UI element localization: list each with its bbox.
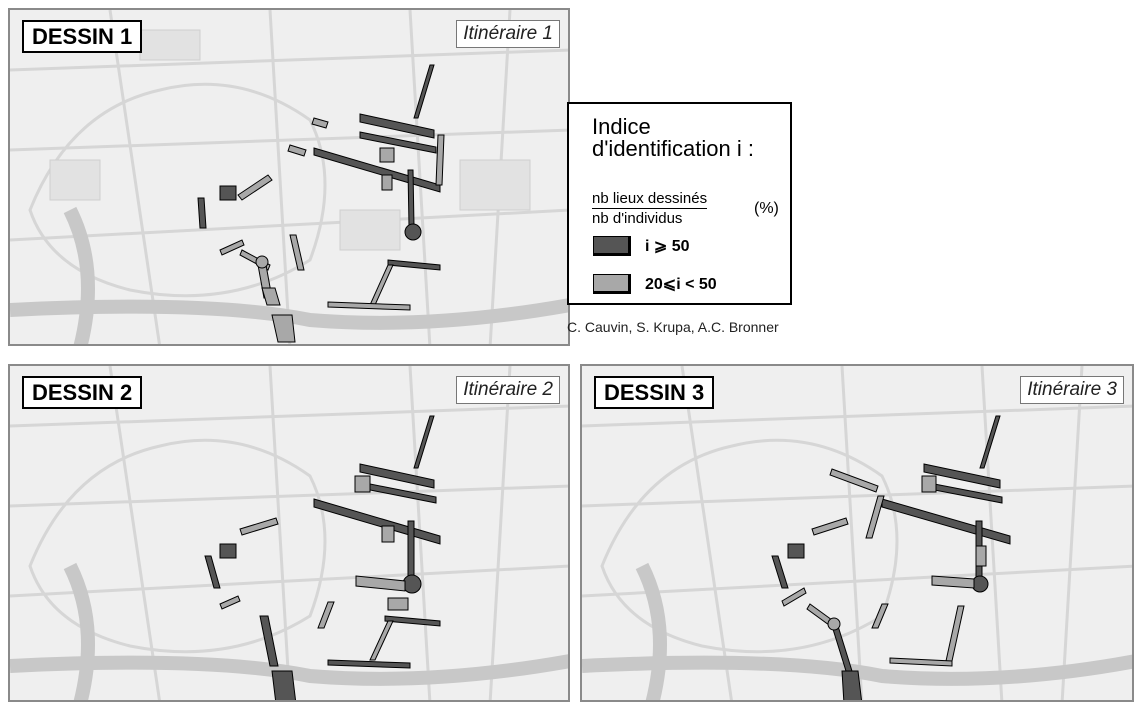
segment-high xyxy=(413,415,435,469)
segment-medium xyxy=(829,468,879,493)
legend-unit: (%) xyxy=(754,200,779,217)
legend-label-medium: 20⩽i < 50 xyxy=(645,276,717,293)
segment-medium xyxy=(255,255,269,269)
segment-high xyxy=(327,659,411,669)
segment-medium xyxy=(975,545,987,567)
segment-high xyxy=(407,520,415,579)
segment-high xyxy=(313,498,441,545)
route-overlay-3 xyxy=(771,415,1011,700)
segment-medium xyxy=(381,525,395,543)
legend-fraction: nb lieux dessinés nb d'individus xyxy=(592,190,708,227)
segment-medium xyxy=(239,517,279,536)
legend-swatch-medium xyxy=(593,274,631,294)
route-overlay-1 xyxy=(197,64,445,343)
segment-medium xyxy=(271,314,296,343)
segment-medium xyxy=(889,657,953,667)
route-label: Itinéraire 2 xyxy=(456,376,560,404)
segment-medium xyxy=(369,620,394,661)
segment-high xyxy=(413,64,435,119)
route-overlay-2 xyxy=(204,415,441,700)
segment-high xyxy=(771,555,789,589)
segment-medium xyxy=(387,597,409,611)
segment-high xyxy=(219,543,237,559)
segment-high xyxy=(359,113,435,139)
segment-high xyxy=(359,463,435,489)
map-panel-1: DESSIN 1 Itinéraire 1 xyxy=(8,8,570,346)
segment-medium xyxy=(287,144,307,157)
segment-high xyxy=(923,463,1001,489)
panel-title: DESSIN 2 xyxy=(22,376,143,409)
segment-high xyxy=(259,615,279,667)
legend-label-high: i ⩾ 50 xyxy=(645,238,690,255)
base-map-2 xyxy=(10,366,568,700)
segment-high xyxy=(219,185,237,201)
segment-high xyxy=(402,574,422,594)
legend-box: Indice d'identification i : nb lieux des… xyxy=(567,102,792,305)
segment-medium xyxy=(921,475,937,493)
segment-medium xyxy=(327,301,411,311)
route-label: Itinéraire 3 xyxy=(1020,376,1124,404)
segment-medium xyxy=(237,174,273,201)
map-panel-2: DESSIN 2 Itinéraire 2 xyxy=(8,364,570,702)
segment-medium xyxy=(381,174,393,191)
segment-high xyxy=(313,147,441,193)
panel-title: DESSIN 1 xyxy=(22,20,143,53)
segment-high xyxy=(841,670,863,700)
legend-swatch-high xyxy=(593,236,631,256)
segment-high xyxy=(359,131,437,154)
legend-numerator: nb lieux dessinés xyxy=(592,190,708,209)
segment-high xyxy=(387,259,441,271)
legend-title-line1: Indice xyxy=(592,114,651,139)
segment-high xyxy=(384,615,441,627)
segment-medium xyxy=(219,239,245,256)
segment-medium xyxy=(219,595,241,610)
segment-high xyxy=(787,543,805,559)
segment-high xyxy=(197,197,207,229)
segment-high xyxy=(979,415,1001,469)
segment-medium xyxy=(871,603,889,629)
segment-medium xyxy=(827,617,841,631)
segment-medium xyxy=(355,575,406,592)
segment-medium xyxy=(311,117,329,129)
route-label: Itinéraire 1 xyxy=(456,20,560,48)
credit-text: C. Cauvin, S. Krupa, A.C. Bronner xyxy=(567,319,779,335)
segment-high xyxy=(831,625,853,672)
segment-medium xyxy=(811,517,849,536)
segment-medium xyxy=(354,475,371,493)
segment-medium xyxy=(945,605,965,662)
segment-high xyxy=(404,223,422,241)
map-panel-3: DESSIN 3 Itinéraire 3 xyxy=(580,364,1134,702)
segment-medium xyxy=(931,575,975,589)
segment-medium xyxy=(379,147,395,163)
legend-denominator: nb d'individus xyxy=(592,210,683,227)
segment-high xyxy=(271,670,297,700)
base-map-1 xyxy=(10,10,568,344)
segment-medium xyxy=(865,495,885,539)
segment-medium xyxy=(317,601,335,629)
panel-title: DESSIN 3 xyxy=(594,376,715,409)
segment-high xyxy=(881,498,1011,545)
segment-high xyxy=(204,555,221,589)
legend-title-line2: d'identification i : xyxy=(592,136,754,161)
segment-medium xyxy=(781,587,807,607)
segment-medium xyxy=(261,287,281,306)
segment-high xyxy=(407,169,415,227)
segment-medium xyxy=(435,134,445,186)
segment-medium xyxy=(369,264,394,306)
legend-title: Indice d'identification i : xyxy=(592,116,754,160)
segment-medium xyxy=(289,234,305,271)
